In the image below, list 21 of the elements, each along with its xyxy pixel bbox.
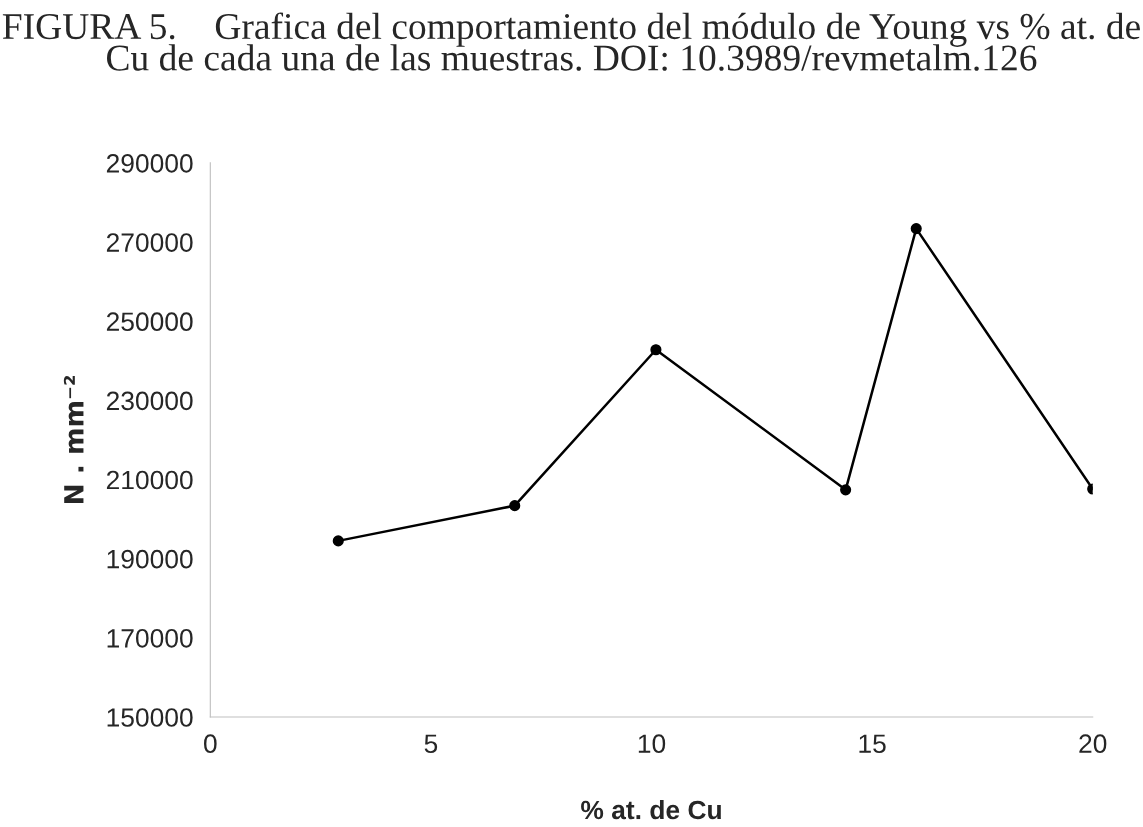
y-tick-label: 270000 [106,233,193,252]
y-tick-label: 230000 [106,391,193,411]
point [509,500,521,512]
y-tick-label: 210000 [106,470,193,490]
y-axis-title: N . mm⁻² [63,375,84,504]
y-tick-label: 170000 [107,628,193,648]
x-tick-label: 20 [1079,734,1107,754]
chart-title: FIGURA 5. Grafica del comportamiento del módulo de Young vs % at. de Cu de cada una de las muestras. DOI: 10.3989/revmetalm.126 [2,12,1140,71]
x-axis-title: % at. de Cu [581,799,721,820]
y-tick-label: 290000 [106,154,193,173]
y-tick-label: 150000 [107,708,193,727]
point [650,344,662,356]
x-tick-label: 10 [638,734,666,754]
y-tick-label: 250000 [106,312,193,332]
y-tick-label: 190000 [107,549,193,569]
point [332,535,344,547]
x-tick-label: 5 [424,734,438,754]
x-tick-label: 0 [204,734,217,754]
point [840,484,852,496]
point [910,223,922,235]
x-tick-label: 15 [859,734,886,754]
